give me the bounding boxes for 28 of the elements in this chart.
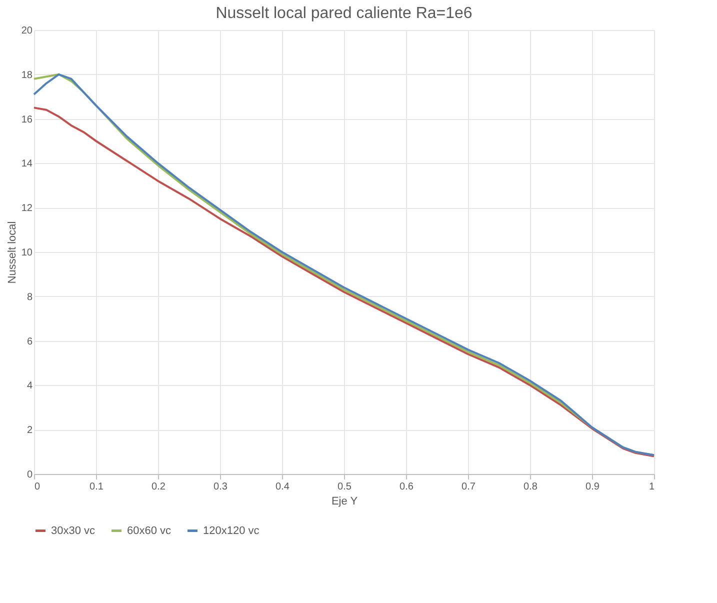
y-tick-label: 16 bbox=[21, 114, 33, 126]
y-tick-label: 20 bbox=[21, 26, 33, 36]
y-tick-label: 2 bbox=[26, 425, 33, 436]
x-tick-label: 0.7 bbox=[462, 482, 476, 492]
y-tick-label: 0 bbox=[26, 470, 33, 480]
y-tick-label: 14 bbox=[21, 158, 33, 170]
y-tick-label: 6 bbox=[26, 336, 33, 348]
x-tick-label: 0.4 bbox=[276, 482, 290, 492]
chart-title: Nusselt local pared caliente Ra=1e6 bbox=[216, 5, 472, 22]
y-tick-label: 8 bbox=[26, 292, 33, 303]
x-tick-label: 0.5 bbox=[338, 482, 352, 492]
y-tick-label: 10 bbox=[21, 248, 33, 258]
y-tick-label: 4 bbox=[26, 380, 33, 392]
y-axis-title: Nusselt local bbox=[6, 221, 18, 284]
x-tick-label: 0 bbox=[34, 482, 40, 492]
legend-label: 30x30 vc bbox=[51, 524, 96, 537]
x-axis-title: Eje Y bbox=[331, 496, 358, 508]
legend-label: 60x60 vc bbox=[127, 524, 172, 537]
x-tick-label: 0.8 bbox=[524, 482, 538, 492]
x-tick-label: 0.2 bbox=[152, 482, 166, 492]
x-tick-label: 0.1 bbox=[90, 482, 104, 492]
x-tick-label: 0.6 bbox=[400, 482, 414, 492]
x-tick-label: 1 bbox=[648, 482, 655, 492]
y-tick-label: 18 bbox=[21, 70, 33, 81]
legend-label: 120x120 vc bbox=[203, 524, 260, 537]
y-tick-label: 12 bbox=[21, 203, 33, 214]
x-tick-label: 0.3 bbox=[214, 482, 228, 492]
x-tick-label: 0.9 bbox=[586, 482, 600, 492]
